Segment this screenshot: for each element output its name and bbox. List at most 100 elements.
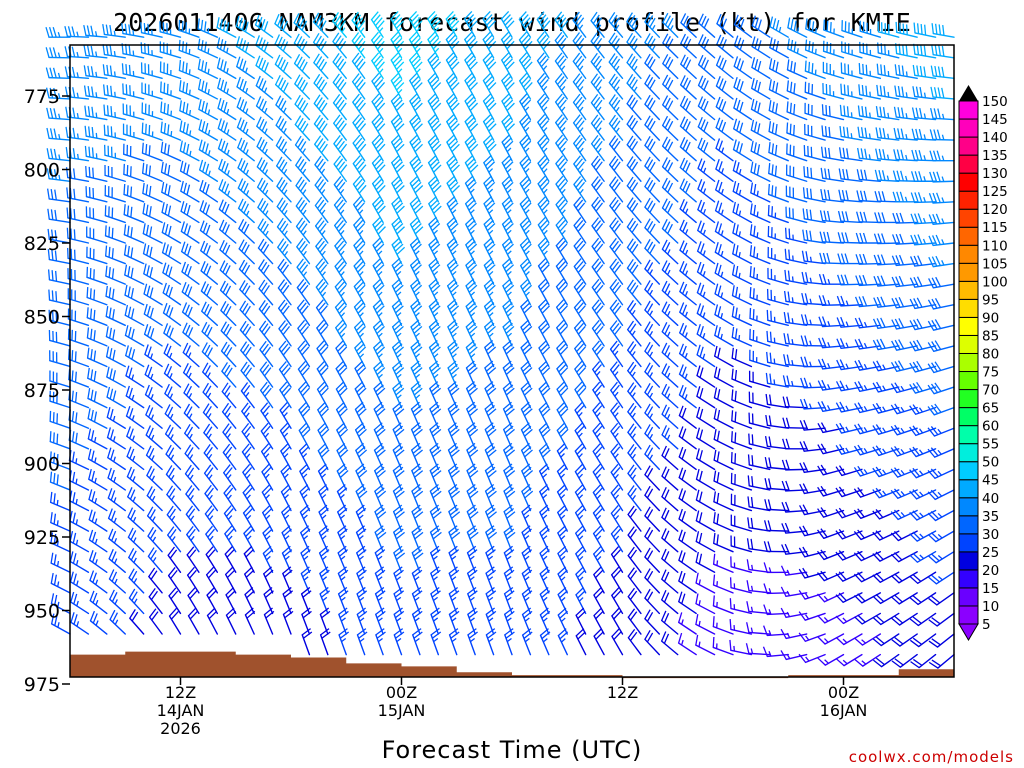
wind-barb bbox=[238, 239, 255, 265]
wind-barb bbox=[318, 525, 330, 553]
wind-barb bbox=[410, 278, 423, 306]
wind-barb bbox=[661, 383, 679, 409]
wind-barb bbox=[835, 422, 863, 434]
wind-barb bbox=[573, 217, 587, 244]
wind-barb bbox=[909, 339, 937, 352]
y-axis: 775 800 825 850 875 900 925 950 975 bbox=[24, 86, 70, 696]
wind-barb bbox=[520, 340, 533, 368]
wind-barb bbox=[501, 72, 515, 100]
wind-barb bbox=[464, 113, 479, 141]
wind-barb bbox=[929, 150, 955, 162]
wind-barb bbox=[592, 504, 605, 532]
wind-barb bbox=[392, 442, 405, 471]
wind-barb bbox=[185, 505, 200, 532]
wind-barb bbox=[747, 496, 771, 512]
wind-barb bbox=[352, 134, 367, 162]
wind-barb bbox=[467, 628, 478, 656]
colorbar-swatch bbox=[958, 280, 979, 300]
wind-barb bbox=[372, 257, 385, 285]
wind-barb bbox=[590, 114, 605, 141]
wind-barb bbox=[574, 443, 587, 471]
wind-barb bbox=[519, 93, 532, 121]
wind-barb bbox=[626, 197, 642, 224]
wind-barb bbox=[557, 504, 568, 532]
wind-barb bbox=[84, 145, 108, 162]
wind-barb bbox=[447, 463, 460, 491]
wind-barb bbox=[644, 33, 661, 59]
wind-barb bbox=[313, 53, 329, 80]
wind-barb bbox=[148, 567, 163, 594]
wind-barb bbox=[200, 240, 219, 265]
wind-barb bbox=[165, 444, 182, 471]
wind-barb bbox=[145, 445, 163, 471]
wind-barb bbox=[644, 280, 661, 306]
wind-barb bbox=[317, 401, 330, 429]
wind-barb bbox=[539, 628, 551, 656]
colorbar-label: 90 bbox=[982, 310, 999, 326]
wind-barb bbox=[239, 280, 255, 306]
wind-barb bbox=[275, 136, 292, 162]
wind-barb bbox=[48, 330, 71, 347]
wind-barb bbox=[783, 290, 808, 306]
wind-barb bbox=[786, 122, 808, 141]
wind-barb bbox=[391, 278, 404, 306]
wind-barb bbox=[428, 319, 441, 347]
wind-barb bbox=[337, 504, 348, 532]
wind-barb bbox=[520, 319, 533, 347]
wind-barb bbox=[556, 443, 568, 471]
wind-barb bbox=[747, 475, 771, 491]
wind-barb bbox=[161, 181, 182, 203]
wind-barb bbox=[313, 73, 329, 100]
wind-barb bbox=[835, 401, 863, 413]
wind-barb bbox=[502, 340, 515, 368]
wind-barb bbox=[572, 11, 587, 38]
wind-barb bbox=[801, 271, 826, 285]
wind-barb bbox=[574, 422, 587, 450]
colorbar-label: 15 bbox=[982, 581, 999, 597]
wind-barb bbox=[197, 18, 219, 38]
colorbar-label: 40 bbox=[982, 491, 999, 507]
colorbar-swatch bbox=[958, 244, 979, 264]
wind-barb bbox=[163, 343, 182, 368]
y-tick-label: 800 bbox=[24, 160, 60, 182]
wind-barb bbox=[428, 237, 441, 265]
wind-barb bbox=[278, 340, 292, 368]
wind-barb bbox=[244, 607, 256, 635]
wind-barb bbox=[216, 17, 237, 38]
wind-barb bbox=[333, 196, 347, 224]
wind-barb bbox=[87, 448, 108, 471]
wind-barb bbox=[182, 363, 200, 388]
wind-barb bbox=[206, 607, 219, 635]
wind-barb bbox=[661, 404, 679, 429]
wind-barb bbox=[536, 11, 551, 38]
wind-barb bbox=[446, 134, 460, 162]
wind-barb bbox=[465, 381, 478, 409]
wind-barb bbox=[766, 330, 789, 347]
wind-barb bbox=[263, 586, 274, 615]
wind-barb bbox=[644, 609, 661, 635]
wind-barb bbox=[161, 202, 182, 224]
wind-barb bbox=[427, 93, 442, 121]
wind-barb bbox=[299, 504, 311, 532]
wind-barb bbox=[352, 155, 367, 182]
wind-barb bbox=[626, 258, 642, 285]
wind-barb bbox=[678, 570, 697, 594]
wind-barb bbox=[198, 99, 219, 121]
colorbar-label: 145 bbox=[982, 112, 1008, 128]
wind-barb bbox=[239, 300, 255, 327]
wind-barb bbox=[554, 73, 568, 100]
wind-barb bbox=[280, 484, 292, 512]
wind-barb bbox=[255, 75, 274, 100]
wind-barb bbox=[798, 632, 826, 642]
wind-barb bbox=[225, 607, 237, 635]
colorbar-label: 30 bbox=[982, 527, 999, 543]
wind-barb bbox=[521, 566, 533, 594]
wind-barb bbox=[538, 381, 551, 409]
credit-link[interactable]: coolwx.com/models bbox=[849, 748, 1014, 766]
wind-barb bbox=[627, 587, 642, 615]
wind-barb bbox=[712, 616, 734, 635]
wind-barb bbox=[557, 545, 568, 573]
wind-barb bbox=[220, 321, 237, 347]
wind-barb bbox=[241, 402, 255, 429]
wind-barb bbox=[338, 628, 350, 656]
